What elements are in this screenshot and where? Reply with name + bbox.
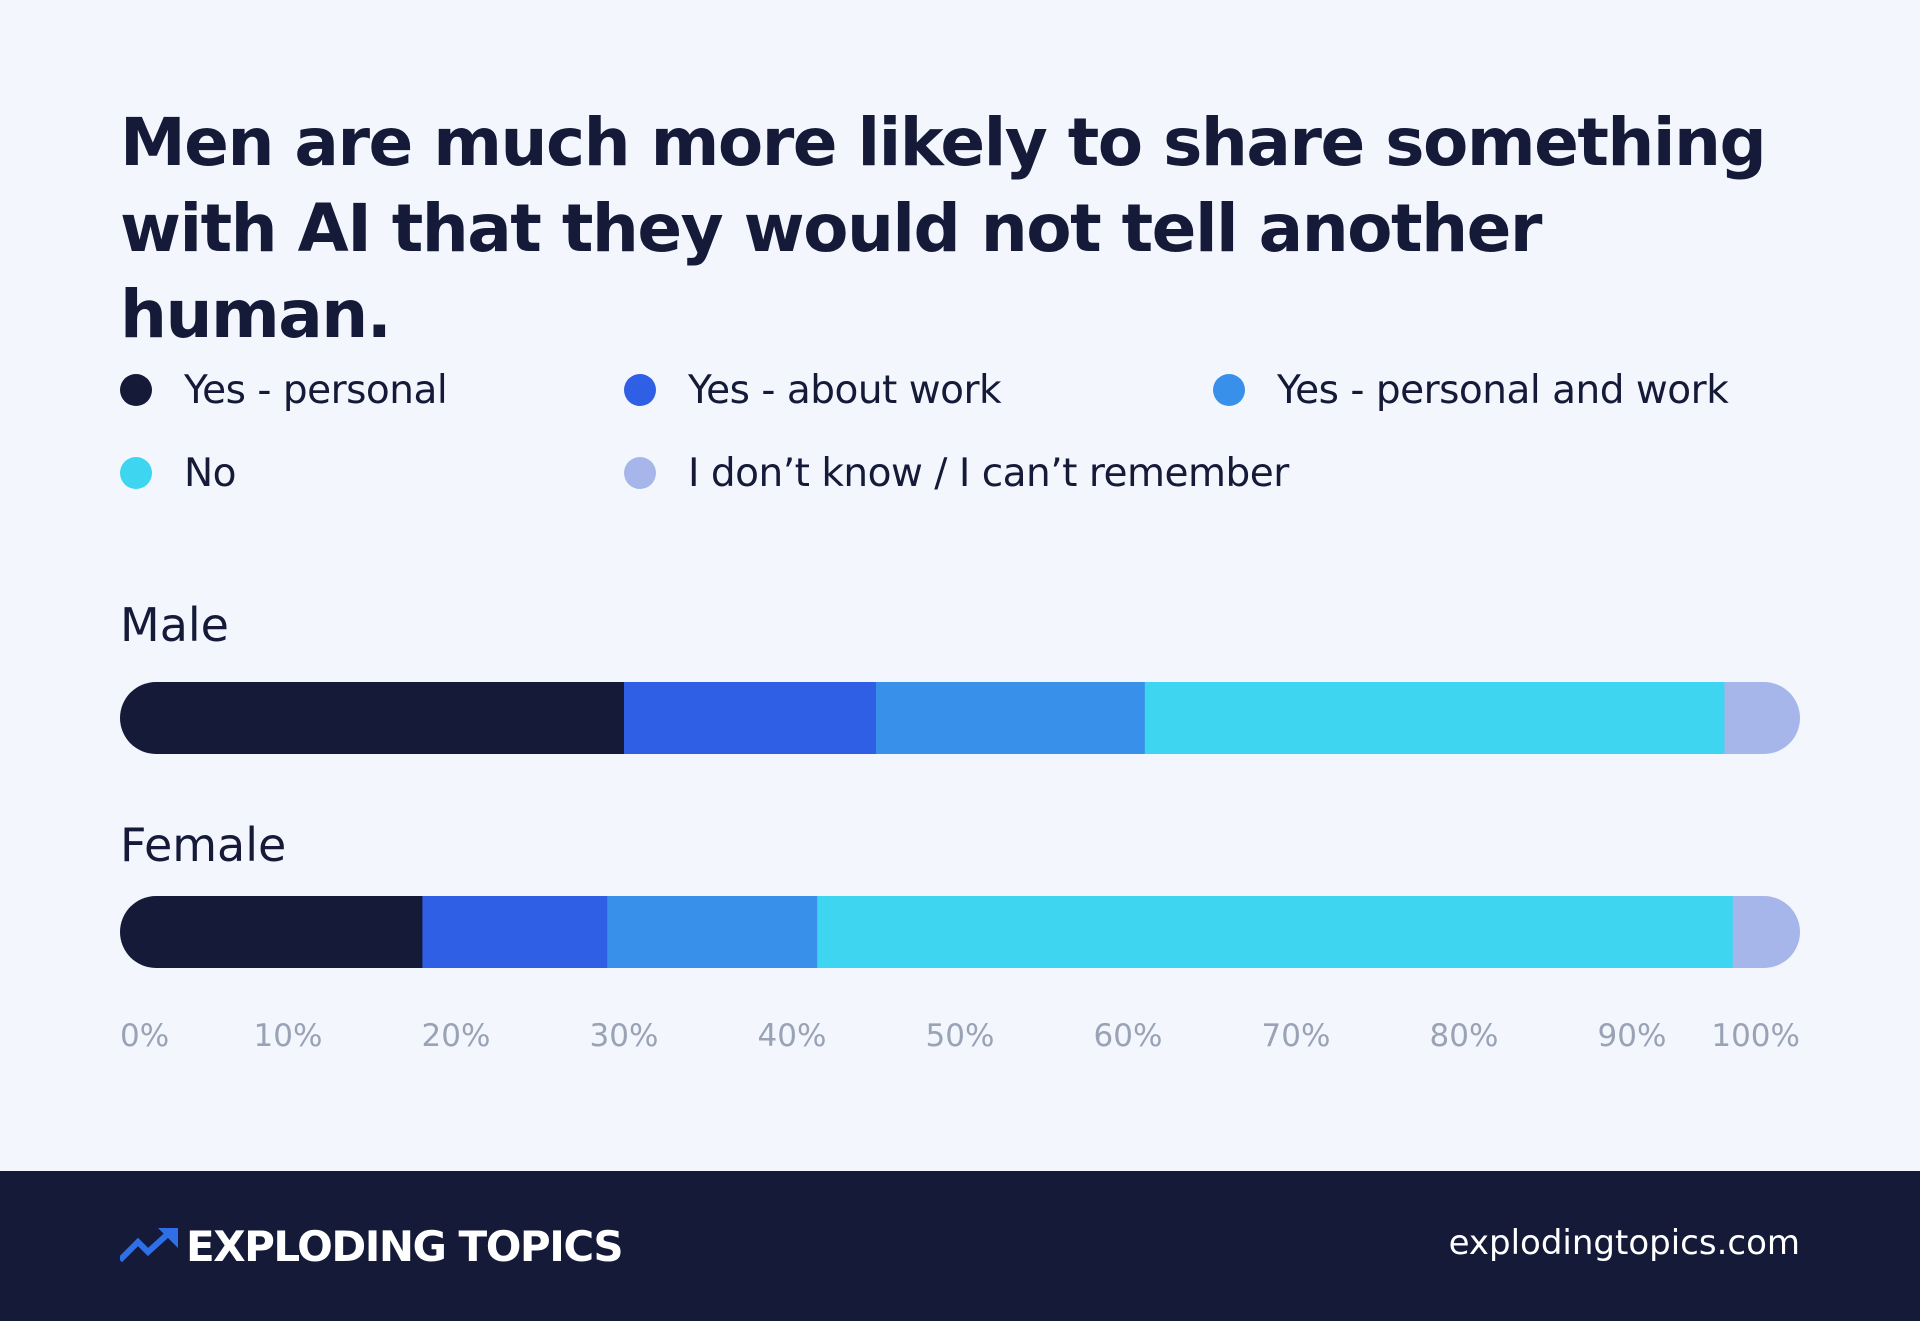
bar-segment-female-3 [817, 896, 1734, 968]
legend-marker [1213, 374, 1245, 406]
site-url[interactable]: explodingtopics.com [1448, 1223, 1800, 1263]
chart-legend: Yes - personal Yes - about work Yes - pe… [120, 365, 1840, 535]
x-tick-label: 60% [1093, 1018, 1163, 1054]
footer: EXPLODING TOPICS explodingtopics.com [0, 1171, 1920, 1321]
legend-marker [624, 457, 656, 489]
legend-label: Yes - personal [184, 367, 448, 413]
legend-marker [120, 374, 152, 406]
legend-item-yes-personal: Yes - personal [120, 365, 448, 415]
legend-item-yes-personal-and-work: Yes - personal and work [1213, 365, 1729, 415]
x-tick-label: 0% [120, 1018, 170, 1054]
chart-title: Men are much more likely to share someth… [120, 104, 1767, 353]
legend-label: Yes - about work [688, 367, 1002, 413]
brand-logo[interactable]: EXPLODING TOPICS [117, 1221, 624, 1271]
bar-segment-male-4 [1724, 682, 1800, 754]
bar-segment-male-0 [120, 682, 625, 754]
bar-segment-male-2 [876, 682, 1146, 754]
legend-marker [120, 457, 152, 489]
legend-item-yes-about-work: Yes - about work [624, 365, 1002, 415]
x-tick-label: 80% [1429, 1018, 1499, 1054]
bar-segment-female-2 [607, 896, 818, 968]
category-label-male: Male [120, 598, 229, 652]
x-tick-label: 70% [1261, 1018, 1331, 1054]
stacked-bar-male [120, 682, 1800, 754]
x-tick-label: 30% [589, 1018, 659, 1054]
x-tick-label: 20% [421, 1018, 491, 1054]
legend-label: No [184, 450, 237, 496]
trend-arrow-icon [117, 1226, 180, 1266]
stacked-bar-female [120, 896, 1800, 968]
bar-segment-male-3 [1144, 682, 1725, 754]
x-tick-label: 40% [757, 1018, 827, 1054]
x-tick-label: 90% [1597, 1018, 1667, 1054]
x-axis: 0% 10% 20% 30% 40% 50% 60% 70% 80% 90% 100% [120, 1018, 1800, 1062]
x-tick-label: 100% [1711, 1018, 1800, 1054]
legend-item-no: No [120, 448, 237, 498]
x-tick-label: 50% [925, 1018, 995, 1054]
bar-segment-male-1 [624, 682, 877, 754]
legend-label: Yes - personal and work [1277, 367, 1729, 413]
brand-name: EXPLODING TOPICS [186, 1221, 624, 1271]
x-tick-label: 10% [253, 1018, 323, 1054]
legend-label: I don’t know / I can’t remember [688, 450, 1289, 496]
bar-segment-female-4 [1732, 896, 1800, 968]
bar-segment-female-0 [120, 896, 423, 968]
bar-segment-female-1 [422, 896, 608, 968]
legend-marker [624, 374, 656, 406]
category-label-female: Female [120, 818, 287, 872]
legend-item-dont-know: I don’t know / I can’t remember [624, 448, 1289, 498]
